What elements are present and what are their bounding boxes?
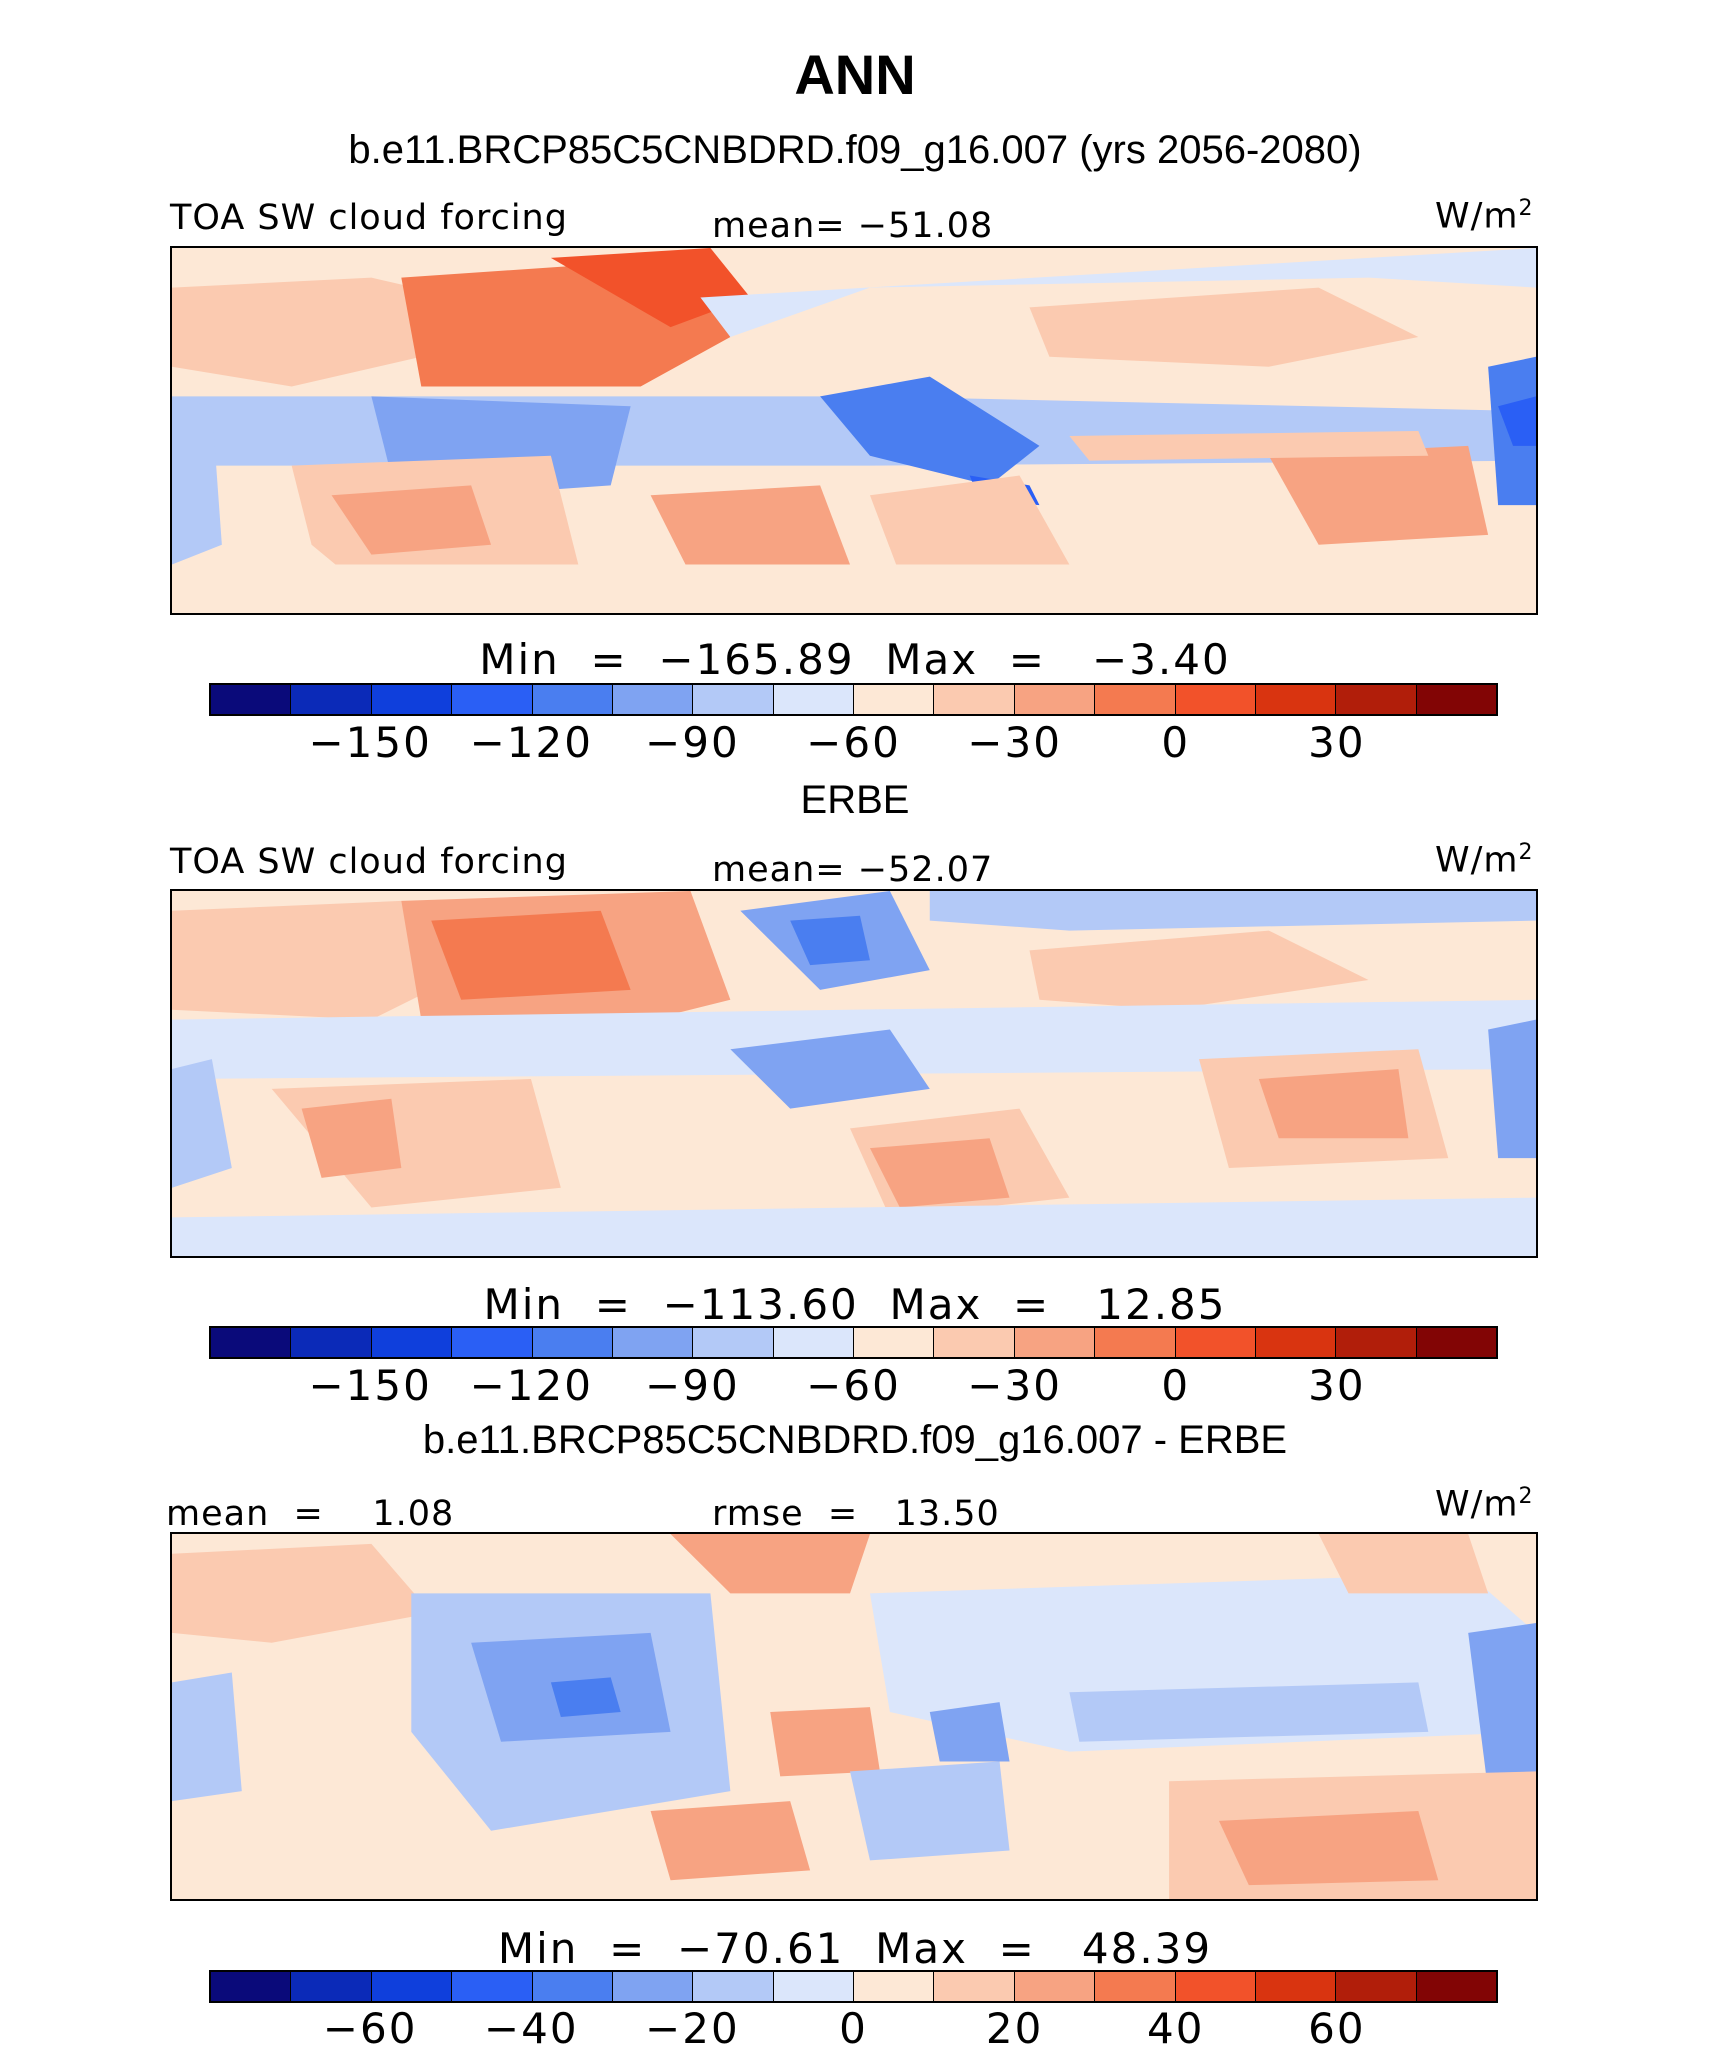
colorbar-swatch — [1095, 685, 1176, 714]
colorbar-swatch — [1416, 685, 1496, 714]
colorbar-swatch — [1255, 685, 1337, 714]
main-title: ANN — [794, 43, 916, 106]
panel-2-heading: ERBE — [800, 778, 910, 822]
panel-2-colorbar — [209, 1326, 1498, 1359]
panel-1-unit-label: W/m2 — [1435, 196, 1534, 237]
colorbar-swatch — [532, 685, 613, 714]
colorbar-tick-label: 30 — [1308, 1361, 1366, 1410]
colorbar-swatch — [1336, 685, 1417, 714]
panel-1-variable-label: TOA SW cloud forcing — [170, 198, 568, 238]
panel-3-rmse-label: rmse = 13.50 — [712, 1494, 1000, 1534]
colorbar-swatch — [773, 1328, 854, 1357]
colorbar-tick-label: −150 — [308, 718, 432, 767]
colorbar-swatch — [1014, 1328, 1096, 1357]
colorbar-swatch — [854, 1328, 935, 1357]
colorbar-swatch — [211, 1328, 292, 1357]
panel-2-min-max: Min = −113.60 Max = 12.85 — [483, 1280, 1227, 1329]
colorbar-swatch — [934, 685, 1015, 714]
panel-2-map-plot — [172, 891, 1536, 1256]
panel-1-colorbar — [209, 683, 1498, 716]
colorbar-tick-label: 0 — [1161, 718, 1191, 767]
colorbar-swatch — [1095, 1328, 1176, 1357]
colorbar-swatch — [532, 1972, 613, 2001]
panel-1-map-plot — [172, 248, 1536, 613]
colorbar-swatch — [854, 685, 935, 714]
colorbar-swatch — [1336, 1972, 1417, 2001]
panel-3-min-max: Min = −70.61 Max = 48.39 — [497, 1924, 1213, 1973]
colorbar-tick-label: 60 — [1308, 2004, 1366, 2053]
colorbar-swatch — [452, 1972, 533, 2001]
colorbar-swatch — [1336, 1328, 1417, 1357]
colorbar-swatch — [1255, 1328, 1337, 1357]
panel-1-map — [170, 246, 1538, 615]
colorbar-swatch — [291, 685, 372, 714]
colorbar-tick-label: −30 — [967, 718, 1062, 767]
colorbar-tick-label: 30 — [1308, 718, 1366, 767]
colorbar-swatch — [371, 1328, 453, 1357]
colorbar-swatch — [854, 1972, 935, 2001]
colorbar-swatch — [452, 685, 533, 714]
panel-3-heading: b.e11.BRCP85C5CNBDRD.f09_g16.007 - ERBE — [422, 1418, 1288, 1462]
colorbar-swatch — [371, 1972, 453, 2001]
colorbar-tick-label: −90 — [645, 1361, 740, 1410]
panel-1-mean-label: mean= −51.08 — [712, 206, 994, 246]
panel-1-min-max: Min = −165.89 Max = −3.40 — [479, 635, 1231, 684]
colorbar-swatch — [291, 1328, 372, 1357]
colorbar-swatch — [612, 1328, 694, 1357]
colorbar-swatch — [773, 1972, 854, 2001]
panel-2-mean-label: mean= −52.07 — [712, 850, 994, 890]
colorbar-tick-label: −20 — [645, 2004, 740, 2053]
colorbar-tick-label: 20 — [985, 2004, 1044, 2053]
panel-2-map — [170, 889, 1538, 1258]
panel-2-variable-label: TOA SW cloud forcing — [170, 842, 568, 882]
colorbar-swatch — [612, 685, 694, 714]
colorbar-swatch — [1255, 1972, 1337, 2001]
colorbar-tick-label: −30 — [967, 1361, 1062, 1410]
colorbar-swatch — [1416, 1328, 1496, 1357]
colorbar-tick-label: 0 — [839, 2004, 868, 2053]
colorbar-swatch — [693, 1972, 774, 2001]
colorbar-swatch — [612, 1972, 694, 2001]
panel-1-colorbar-ticks: −150 −120 −90 −60 −30 0 30 — [0, 718, 1710, 768]
colorbar-swatch — [934, 1972, 1015, 2001]
panel-3-colorbar — [209, 1970, 1498, 2003]
colorbar-tick-label: −120 — [469, 1361, 593, 1410]
colorbar-swatch — [693, 1328, 774, 1357]
colorbar-tick-label: −120 — [469, 718, 593, 767]
colorbar-swatch — [1014, 1972, 1096, 2001]
colorbar-tick-label: −150 — [308, 1361, 432, 1410]
colorbar-swatch — [1095, 1972, 1176, 2001]
colorbar-swatch — [773, 685, 854, 714]
colorbar-tick-label: −60 — [806, 1361, 901, 1410]
colorbar-swatch — [1416, 1972, 1496, 2001]
case-subtitle: b.e11.BRCP85C5CNBDRD.f09_g16.007 (yrs 20… — [348, 128, 1362, 172]
panel-3-colorbar-ticks: −60 −40 −20 0 20 40 60 — [0, 2004, 1710, 2054]
colorbar-tick-label: −40 — [483, 2004, 579, 2053]
panel-3-mean-label: mean = 1.08 — [166, 1494, 455, 1534]
colorbar-tick-label: 0 — [1161, 1361, 1191, 1410]
colorbar-tick-label: −60 — [806, 718, 901, 767]
colorbar-swatch — [934, 1328, 1015, 1357]
panel-3-unit-label: W/m2 — [1435, 1484, 1534, 1525]
panel-2-colorbar-ticks: −150 −120 −90 −60 −30 0 30 — [0, 1361, 1710, 1411]
panel-3-map-plot — [172, 1534, 1536, 1899]
panel-3-map — [170, 1532, 1538, 1901]
colorbar-swatch — [452, 1328, 533, 1357]
colorbar-swatch — [211, 1972, 292, 2001]
colorbar-swatch — [1014, 685, 1096, 714]
colorbar-swatch — [1175, 685, 1256, 714]
colorbar-tick-label: −90 — [645, 718, 740, 767]
colorbar-swatch — [291, 1972, 372, 2001]
colorbar-swatch — [371, 685, 453, 714]
colorbar-swatch — [211, 685, 292, 714]
colorbar-swatch — [693, 685, 774, 714]
panel-2-unit-label: W/m2 — [1435, 840, 1534, 881]
colorbar-swatch — [532, 1328, 613, 1357]
colorbar-swatch — [1175, 1328, 1256, 1357]
colorbar-swatch — [1175, 1972, 1256, 2001]
colorbar-tick-label: 40 — [1147, 2004, 1205, 2053]
colorbar-tick-label: −60 — [322, 2004, 418, 2053]
